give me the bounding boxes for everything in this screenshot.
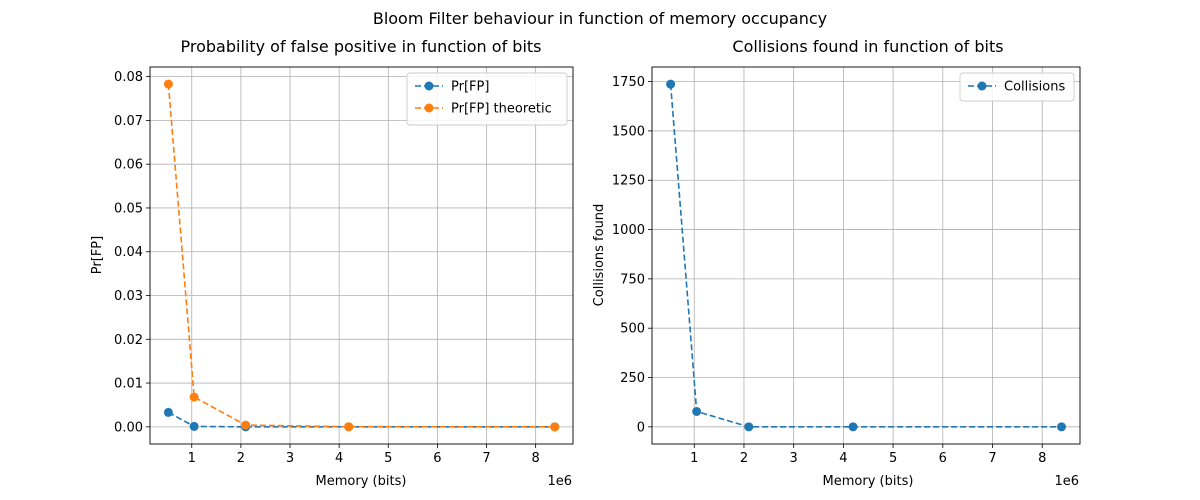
axes-frame [149,66,574,445]
grid [652,67,1080,444]
x-tick-label: 1 [690,451,698,466]
x-tick-label: 8 [1038,451,1046,466]
x-tick-label: 7 [482,451,490,466]
legend-box [959,72,1075,102]
chart-title: Collisions found in function of bits [732,37,1003,56]
y-tick-label: 0.08 [114,70,143,85]
legend-swatch-marker [424,81,434,91]
legend-swatch-marker [424,103,434,113]
y-tick-label: 0.03 [114,289,143,304]
x-axis-label: Memory (bits) [316,474,407,489]
data-point [550,422,560,432]
y-axis-label: Pr[FP] [90,236,105,274]
series-line [669,84,1062,428]
legend-item: Pr[FP] [415,80,489,95]
x-tick-label: 6 [939,451,947,466]
chart-collisions: Collisions found in function of bits Mem… [592,37,1081,489]
series-line [167,84,555,428]
x-tick-label: 6 [433,451,441,466]
x-tick-label: 2 [740,451,748,466]
data-point [744,422,754,432]
x-offset-label: 1e6 [1054,474,1079,489]
x-tick-label: 7 [988,451,996,466]
x-tick-label: 1 [188,451,196,466]
data-point [692,406,702,416]
legend-item: Collisions [968,80,1065,95]
legend-label: Pr[FP] theoretic [451,102,552,117]
x-tick-label: 5 [384,451,392,466]
data-point [163,407,173,417]
y-tick-label: 0.01 [114,377,143,392]
figure-suptitle: Bloom Filter behaviour in function of me… [373,9,827,28]
data-point [1057,422,1067,432]
legend-item: Pr[FP] theoretic [415,102,552,117]
legend: Collisions [959,72,1075,102]
y-tick-label: 0 [637,420,645,435]
legend-label: Collisions [1004,80,1065,95]
x-tick-label: 4 [839,451,847,466]
y-tick-label: 500 [620,322,645,337]
legend-box [406,72,568,126]
series-pr-fp [163,407,560,432]
grid [150,67,573,444]
data-point [241,420,251,430]
chart-title: Probability of false positive in functio… [181,37,542,56]
data-point [163,79,173,89]
y-tick-label: 0.07 [114,114,143,129]
legend-label: Pr[FP] [451,80,489,95]
data-point [848,422,858,432]
y-tick-label: 0.02 [114,333,143,348]
y-tick-label: 750 [620,272,645,287]
x-tick-label: 2 [237,451,245,466]
axes-frame [651,66,1081,445]
legend-swatch-marker [977,81,987,91]
x-tick-label: 8 [532,451,540,466]
y-tick-label: 0.00 [114,420,143,435]
y-tick-label: 250 [620,371,645,386]
y-tick-label: 1750 [612,75,645,90]
data-point [189,392,199,402]
data-point [189,421,199,431]
y-tick-label: 1250 [612,174,645,189]
y-tick-label: 0.06 [114,158,143,173]
legend: Pr[FP] Pr[FP] theoretic [406,72,568,126]
x-offset-label: 1e6 [547,474,572,489]
series-pr-fp-theoretic [163,79,560,432]
y-tick-label: 0.05 [114,201,143,216]
series-line [168,411,555,428]
data-point [666,79,676,89]
y-axis-label: Collisions found [592,204,607,307]
x-tick-label: 4 [335,451,343,466]
chart-fp-probability: Probability of false positive in functio… [90,37,574,489]
y-tick-label: 1000 [612,223,645,238]
y-tick-label: 0.04 [114,245,143,260]
y-tick-label: 1500 [612,124,645,139]
data-point [344,422,354,432]
x-tick-label: 3 [790,451,798,466]
x-tick-label: 3 [286,451,294,466]
x-tick-label: 5 [889,451,897,466]
x-axis-label: Memory (bits) [823,474,914,489]
series-collisions [666,79,1067,432]
